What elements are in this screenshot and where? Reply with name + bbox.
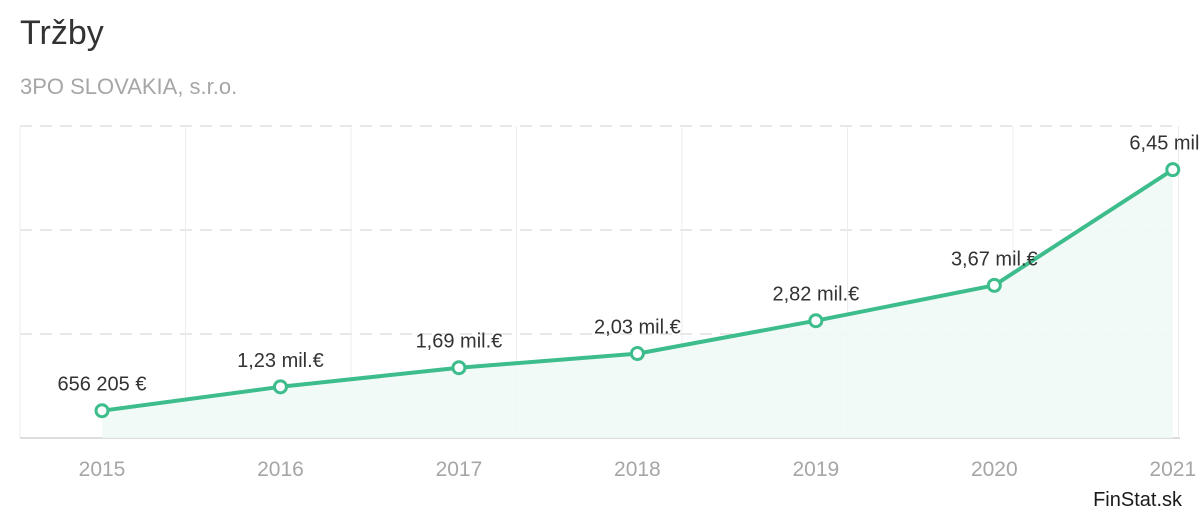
data-label-2019: 2,82 mil.€ xyxy=(772,284,859,306)
data-point-2015[interactable] xyxy=(94,403,110,419)
x-tick-label: 2018 xyxy=(614,458,661,481)
data-label-2021: 6,45 mil.€ xyxy=(1129,133,1200,155)
x-tick-label: 2017 xyxy=(436,458,483,481)
x-tick-label: 2019 xyxy=(792,458,839,481)
data-point-2019[interactable] xyxy=(808,313,824,329)
data-point-2018[interactable] xyxy=(629,346,645,362)
finstat-watermark: FinStat.sk xyxy=(1093,489,1182,511)
x-tick-label: 2020 xyxy=(971,458,1018,481)
data-point-2017[interactable] xyxy=(451,360,467,376)
data-label-2015: 656 205 € xyxy=(58,374,147,396)
data-labels-layer: 656 205 € 1,23 mil.€ 1,69 mil.€ 2,03 mil.€ 2… xyxy=(58,133,1200,396)
x-axis-ticks: 2015 2016 2017 2018 2019 2020 2021 xyxy=(79,458,1196,481)
data-point-2016[interactable] xyxy=(272,379,288,395)
data-point-2021[interactable] xyxy=(1165,162,1181,178)
company-name: 3PO SLOVAKIA, s.r.o. xyxy=(20,74,238,99)
x-tick-label: 2015 xyxy=(79,458,126,481)
points-layer xyxy=(94,162,1181,419)
revenue-area xyxy=(102,169,1173,438)
data-label-2018: 2,03 mil.€ xyxy=(594,317,681,339)
x-tick-label: 2016 xyxy=(257,458,304,481)
data-label-2017: 1,69 mil.€ xyxy=(416,331,503,353)
x-tick-label: 2021 xyxy=(1149,458,1196,481)
data-label-2016: 1,23 mil.€ xyxy=(237,350,324,372)
data-point-2020[interactable] xyxy=(986,277,1002,293)
data-label-2020: 3,67 mil.€ xyxy=(951,248,1038,270)
chart-title: Tržby xyxy=(20,14,104,52)
